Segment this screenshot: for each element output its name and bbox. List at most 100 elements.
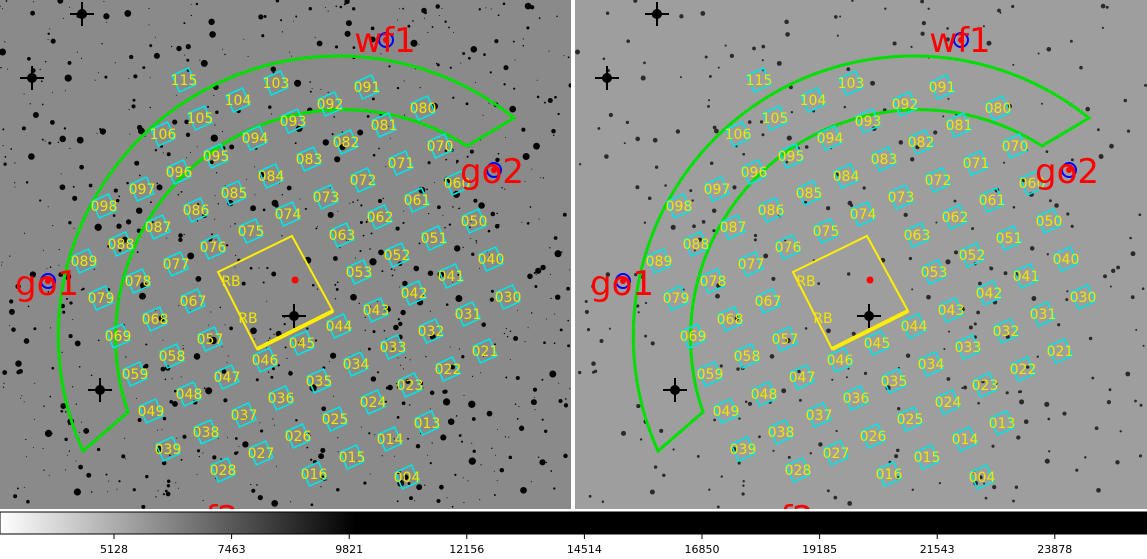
fiber-047[interactable] [214,364,240,390]
fiber-052[interactable] [384,242,410,268]
fiber-037[interactable] [806,402,832,428]
fiber-021[interactable] [1047,338,1073,364]
fiber-105[interactable] [187,105,213,131]
fiber-068[interactable] [717,306,743,332]
fiber-098[interactable] [666,193,692,219]
fiber-035[interactable] [306,368,332,394]
fiber-051[interactable] [421,225,447,251]
fiber-034[interactable] [918,351,944,377]
fiber-073[interactable] [888,184,914,210]
fiber-094[interactable] [242,125,268,151]
fiber-036[interactable] [843,385,869,411]
fiber-080[interactable] [410,95,436,121]
fiber-004[interactable] [394,464,420,490]
fiber-096[interactable] [166,159,192,185]
fiber-103[interactable] [838,70,864,96]
fiber-095[interactable] [778,143,804,169]
fiber-024[interactable] [935,389,961,415]
fiber-077[interactable] [163,251,189,277]
fiber-041[interactable] [438,263,464,289]
fiber-047[interactable] [789,364,815,390]
fiber-052[interactable] [959,242,985,268]
fiber-091[interactable] [354,74,380,100]
fiber-028[interactable] [785,457,811,483]
fiber-036[interactable] [268,385,294,411]
fiber-086[interactable] [758,197,784,223]
fiber-062[interactable] [367,204,393,230]
fiber-069[interactable] [680,323,706,349]
fiber-037[interactable] [231,402,257,428]
fiber-082[interactable] [908,129,934,155]
fiber-074[interactable] [275,201,301,227]
fiber-025[interactable] [897,406,923,432]
fiber-071[interactable] [963,150,989,176]
fiber-094[interactable] [817,125,843,151]
fiber-104[interactable] [800,87,826,113]
fiber-014[interactable] [377,426,403,452]
fiber-042[interactable] [401,280,427,306]
fiber-058[interactable] [734,343,760,369]
fiber-085[interactable] [221,180,247,206]
fiber-053[interactable] [346,259,372,285]
fiber-087[interactable] [145,214,171,240]
fiber-075[interactable] [238,218,264,244]
fiber-060[interactable] [1019,170,1045,196]
fiber-043[interactable] [363,297,389,323]
fiber-061[interactable] [404,187,430,213]
fiber-093[interactable] [855,108,881,134]
fiber-014[interactable] [952,426,978,452]
fiber-027[interactable] [248,440,274,466]
fiber-097[interactable] [129,176,155,202]
fiber-080[interactable] [985,95,1011,121]
fiber-049[interactable] [713,398,739,424]
fiber-031[interactable] [455,301,481,327]
fiber-106[interactable] [150,121,176,147]
fiber-079[interactable] [88,285,114,311]
fiber-078[interactable] [125,268,151,294]
fiber-026[interactable] [285,423,311,449]
fiber-035[interactable] [881,368,907,394]
fiber-061[interactable] [979,187,1005,213]
fiber-063[interactable] [329,222,355,248]
fiber-068[interactable] [142,306,168,332]
fiber-106[interactable] [725,121,751,147]
fiber-012[interactable] [989,410,1015,436]
fiber-076[interactable] [200,234,226,260]
fiber-027[interactable] [823,440,849,466]
fiber-072[interactable] [925,167,951,193]
fiber-049[interactable] [138,398,164,424]
fiber-073[interactable] [313,184,339,210]
fiber-030[interactable] [1070,284,1096,310]
fiber-096[interactable] [741,159,767,185]
fiber-076[interactable] [775,234,801,260]
fiber-115[interactable] [746,67,772,93]
fiber-103[interactable] [263,70,289,96]
fiber-069[interactable] [105,323,131,349]
fiber-092[interactable] [317,91,343,117]
fiber-104[interactable] [225,87,251,113]
fiber-016[interactable] [301,461,327,487]
fiber-025[interactable] [322,406,348,432]
fiber-083[interactable] [296,146,322,172]
fiber-088[interactable] [108,231,134,257]
fiber-051[interactable] [996,225,1022,251]
fiber-084[interactable] [258,163,284,189]
fiber-074[interactable] [850,201,876,227]
fiber-058[interactable] [159,343,185,369]
fiber-059[interactable] [122,361,148,387]
fiber-081[interactable] [946,112,972,138]
fiber-105[interactable] [762,105,788,131]
fiber-044[interactable] [901,313,927,339]
fiber-070[interactable] [427,133,453,159]
fiber-016[interactable] [876,461,902,487]
fiber-115[interactable] [171,67,197,93]
fiber-057[interactable] [772,326,798,352]
fiber-048[interactable] [751,381,777,407]
fiber-053[interactable] [921,259,947,285]
fiber-067[interactable] [755,288,781,314]
image-panel-left[interactable]: RB RB 115 103 092 091 080 104 105 106 094 093 082 081… [0,0,573,539]
fiber-032[interactable] [993,318,1019,344]
fiber-097[interactable] [704,176,730,202]
fiber-040[interactable] [478,246,504,272]
fiber-098[interactable] [91,193,117,219]
